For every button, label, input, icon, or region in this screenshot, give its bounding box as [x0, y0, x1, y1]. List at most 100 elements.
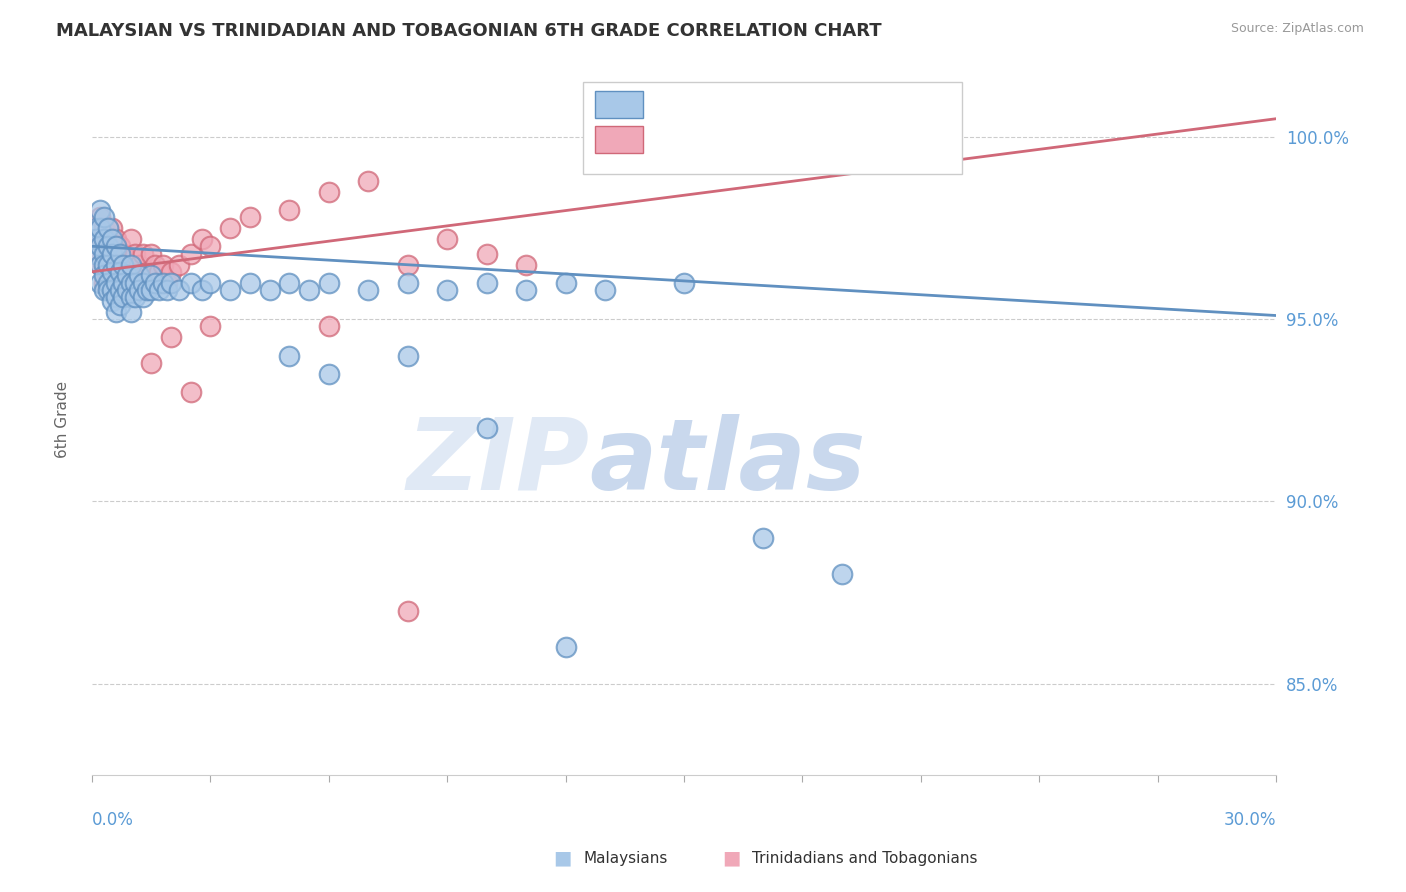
Point	[89, 232, 111, 246]
Point	[148, 265, 170, 279]
Point	[475, 421, 498, 435]
Point	[100, 246, 122, 260]
Point	[117, 283, 139, 297]
Point	[104, 305, 127, 319]
Point	[278, 276, 301, 290]
Point	[167, 258, 190, 272]
Point	[100, 246, 122, 260]
Point	[124, 276, 146, 290]
Point	[104, 239, 127, 253]
Point	[396, 258, 419, 272]
Point	[104, 232, 127, 246]
Point	[139, 283, 162, 297]
Point	[298, 283, 321, 297]
Point	[200, 239, 222, 253]
Point	[672, 276, 695, 290]
Point	[475, 276, 498, 290]
Point	[112, 276, 135, 290]
Point	[148, 283, 170, 297]
Text: 6th Grade: 6th Grade	[55, 381, 70, 458]
Point	[93, 258, 115, 272]
Point	[278, 202, 301, 217]
Point	[108, 246, 131, 260]
Point	[132, 276, 155, 290]
Point	[180, 276, 202, 290]
Point	[128, 283, 150, 297]
Point	[120, 258, 142, 272]
Point	[136, 265, 159, 279]
Point	[93, 258, 115, 272]
Point	[396, 349, 419, 363]
Point	[143, 258, 166, 272]
Point	[97, 221, 120, 235]
Point	[100, 221, 122, 235]
Point	[93, 246, 115, 260]
Point	[84, 232, 107, 246]
Point	[112, 268, 135, 283]
Point	[396, 276, 419, 290]
Point	[84, 232, 107, 246]
Point	[396, 604, 419, 618]
Point	[120, 283, 142, 297]
Point	[160, 330, 183, 344]
Point	[219, 221, 242, 235]
Point	[554, 276, 576, 290]
Point	[93, 210, 115, 224]
Point	[160, 276, 183, 290]
Point	[100, 283, 122, 297]
Point	[239, 276, 262, 290]
Text: Malaysians: Malaysians	[583, 851, 668, 865]
Point	[239, 210, 262, 224]
Point	[97, 276, 120, 290]
Point	[167, 283, 190, 297]
FancyBboxPatch shape	[595, 91, 643, 118]
Point	[100, 265, 122, 279]
Text: Trinidadians and Tobagonians: Trinidadians and Tobagonians	[752, 851, 977, 865]
Text: R =  0.402   N =  59: R = 0.402 N = 59	[654, 130, 823, 148]
Point	[436, 283, 458, 297]
Point	[89, 258, 111, 272]
Point	[318, 185, 340, 199]
Point	[89, 258, 111, 272]
Point	[136, 283, 159, 297]
Point	[120, 290, 142, 304]
Point	[152, 258, 174, 272]
Point	[93, 221, 115, 235]
Point	[84, 246, 107, 260]
Point	[475, 246, 498, 260]
Point	[97, 283, 120, 297]
Point	[120, 276, 142, 290]
Point	[117, 283, 139, 297]
Point	[100, 283, 122, 297]
Point	[97, 268, 120, 283]
Point	[104, 290, 127, 304]
Point	[160, 265, 183, 279]
Point	[100, 232, 122, 246]
Point	[104, 276, 127, 290]
Point	[100, 265, 122, 279]
Point	[200, 319, 222, 334]
Point	[139, 268, 162, 283]
Point	[108, 265, 131, 279]
Point	[89, 239, 111, 253]
Point	[436, 232, 458, 246]
Point	[318, 276, 340, 290]
Point	[132, 246, 155, 260]
Point	[100, 293, 122, 308]
Point	[259, 283, 281, 297]
Point	[152, 276, 174, 290]
Point	[97, 221, 120, 235]
Point	[318, 367, 340, 381]
Point	[89, 221, 111, 235]
Point	[120, 305, 142, 319]
Text: MALAYSIAN VS TRINIDADIAN AND TOBAGONIAN 6TH GRADE CORRELATION CHART: MALAYSIAN VS TRINIDADIAN AND TOBAGONIAN …	[56, 22, 882, 40]
Point	[89, 276, 111, 290]
Point	[97, 239, 120, 253]
Point	[112, 290, 135, 304]
Point	[117, 258, 139, 272]
Point	[128, 268, 150, 283]
Point	[117, 268, 139, 283]
Point	[120, 258, 142, 272]
Point	[124, 246, 146, 260]
Text: ■: ■	[553, 848, 572, 868]
